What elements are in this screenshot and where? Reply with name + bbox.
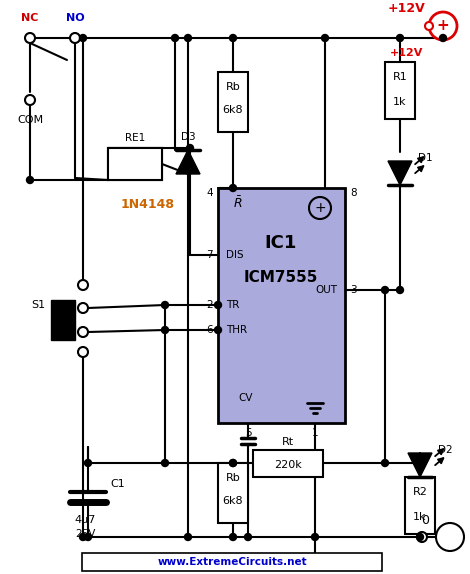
Circle shape xyxy=(416,533,423,541)
Circle shape xyxy=(26,176,33,184)
Bar xyxy=(51,300,75,340)
Circle shape xyxy=(229,460,236,467)
Text: 1k: 1k xyxy=(393,97,407,107)
Bar xyxy=(405,477,435,534)
Text: 25V: 25V xyxy=(75,529,95,539)
Circle shape xyxy=(185,533,191,541)
Text: Rt: Rt xyxy=(282,437,294,447)
Bar xyxy=(218,463,248,523)
Text: 7: 7 xyxy=(206,250,213,260)
Text: 220k: 220k xyxy=(274,460,302,470)
Circle shape xyxy=(382,286,389,293)
Text: +12V: +12V xyxy=(390,48,423,58)
Polygon shape xyxy=(408,453,432,477)
Text: D3: D3 xyxy=(180,132,196,142)
Bar xyxy=(218,188,345,423)
Circle shape xyxy=(187,145,194,152)
Circle shape xyxy=(162,460,169,467)
Circle shape xyxy=(309,197,331,219)
Text: 4: 4 xyxy=(206,188,213,198)
Circle shape xyxy=(162,301,169,308)
Circle shape xyxy=(85,460,92,467)
Text: 3: 3 xyxy=(350,285,357,295)
Text: R2: R2 xyxy=(413,487,427,497)
Circle shape xyxy=(78,303,88,313)
Bar xyxy=(108,148,162,180)
Circle shape xyxy=(425,22,433,30)
Text: 6: 6 xyxy=(206,325,213,335)
Text: C1: C1 xyxy=(110,479,125,489)
Text: www.ExtremeCircuits.net: www.ExtremeCircuits.net xyxy=(157,557,307,567)
Bar xyxy=(218,72,248,132)
Circle shape xyxy=(79,34,86,41)
Circle shape xyxy=(321,34,329,41)
Circle shape xyxy=(417,532,427,542)
Circle shape xyxy=(229,460,236,467)
Circle shape xyxy=(25,95,35,105)
Circle shape xyxy=(79,533,86,541)
Circle shape xyxy=(312,533,319,541)
Text: 8: 8 xyxy=(350,188,357,198)
Text: DIS: DIS xyxy=(226,250,243,260)
Polygon shape xyxy=(388,161,412,185)
Text: +: + xyxy=(437,18,449,33)
Circle shape xyxy=(244,533,251,541)
Text: Rb: Rb xyxy=(226,473,240,483)
Polygon shape xyxy=(176,150,200,174)
Bar xyxy=(108,148,162,180)
Text: Rb: Rb xyxy=(226,82,240,92)
Circle shape xyxy=(78,347,88,357)
Bar xyxy=(253,450,323,477)
Circle shape xyxy=(25,33,35,43)
Circle shape xyxy=(185,34,191,41)
Circle shape xyxy=(172,34,179,41)
Circle shape xyxy=(229,533,236,541)
Circle shape xyxy=(70,33,80,43)
Text: NC: NC xyxy=(21,13,39,23)
Text: S1: S1 xyxy=(31,300,45,310)
Text: 1: 1 xyxy=(312,428,318,438)
Text: D1: D1 xyxy=(418,153,432,163)
Text: COM: COM xyxy=(17,115,43,125)
Text: R1: R1 xyxy=(392,72,407,82)
Text: +: + xyxy=(314,201,326,215)
Text: RE1: RE1 xyxy=(125,133,145,143)
Text: TR: TR xyxy=(226,300,239,310)
Text: 6k8: 6k8 xyxy=(223,496,243,506)
Text: NO: NO xyxy=(66,13,84,23)
Circle shape xyxy=(214,327,221,333)
Circle shape xyxy=(85,533,92,541)
Text: IC1: IC1 xyxy=(265,234,297,252)
Text: +12V: +12V xyxy=(387,2,425,15)
Text: CV: CV xyxy=(238,393,252,403)
Circle shape xyxy=(214,301,221,308)
Circle shape xyxy=(229,34,236,41)
Text: 4μ7: 4μ7 xyxy=(74,515,96,525)
Text: OUT: OUT xyxy=(315,285,337,295)
Circle shape xyxy=(429,12,457,40)
Circle shape xyxy=(436,523,464,551)
Circle shape xyxy=(397,34,404,41)
Circle shape xyxy=(78,280,88,290)
Circle shape xyxy=(162,327,169,333)
Text: 6k8: 6k8 xyxy=(223,105,243,115)
Circle shape xyxy=(229,184,236,192)
Text: 1k: 1k xyxy=(413,512,427,522)
Circle shape xyxy=(439,34,446,41)
Text: THR: THR xyxy=(226,325,247,335)
Text: 1N4148: 1N4148 xyxy=(121,199,175,211)
Circle shape xyxy=(416,460,423,467)
Text: $\bar{R}$: $\bar{R}$ xyxy=(233,195,243,211)
Circle shape xyxy=(397,286,404,293)
Text: D2: D2 xyxy=(438,445,453,455)
Circle shape xyxy=(78,327,88,337)
Circle shape xyxy=(382,460,389,467)
Text: 0: 0 xyxy=(421,514,429,528)
Text: 5: 5 xyxy=(245,428,251,438)
Text: ICM7555: ICM7555 xyxy=(244,270,318,285)
Bar xyxy=(82,553,382,571)
Bar xyxy=(385,62,415,119)
Text: 2: 2 xyxy=(206,300,213,310)
